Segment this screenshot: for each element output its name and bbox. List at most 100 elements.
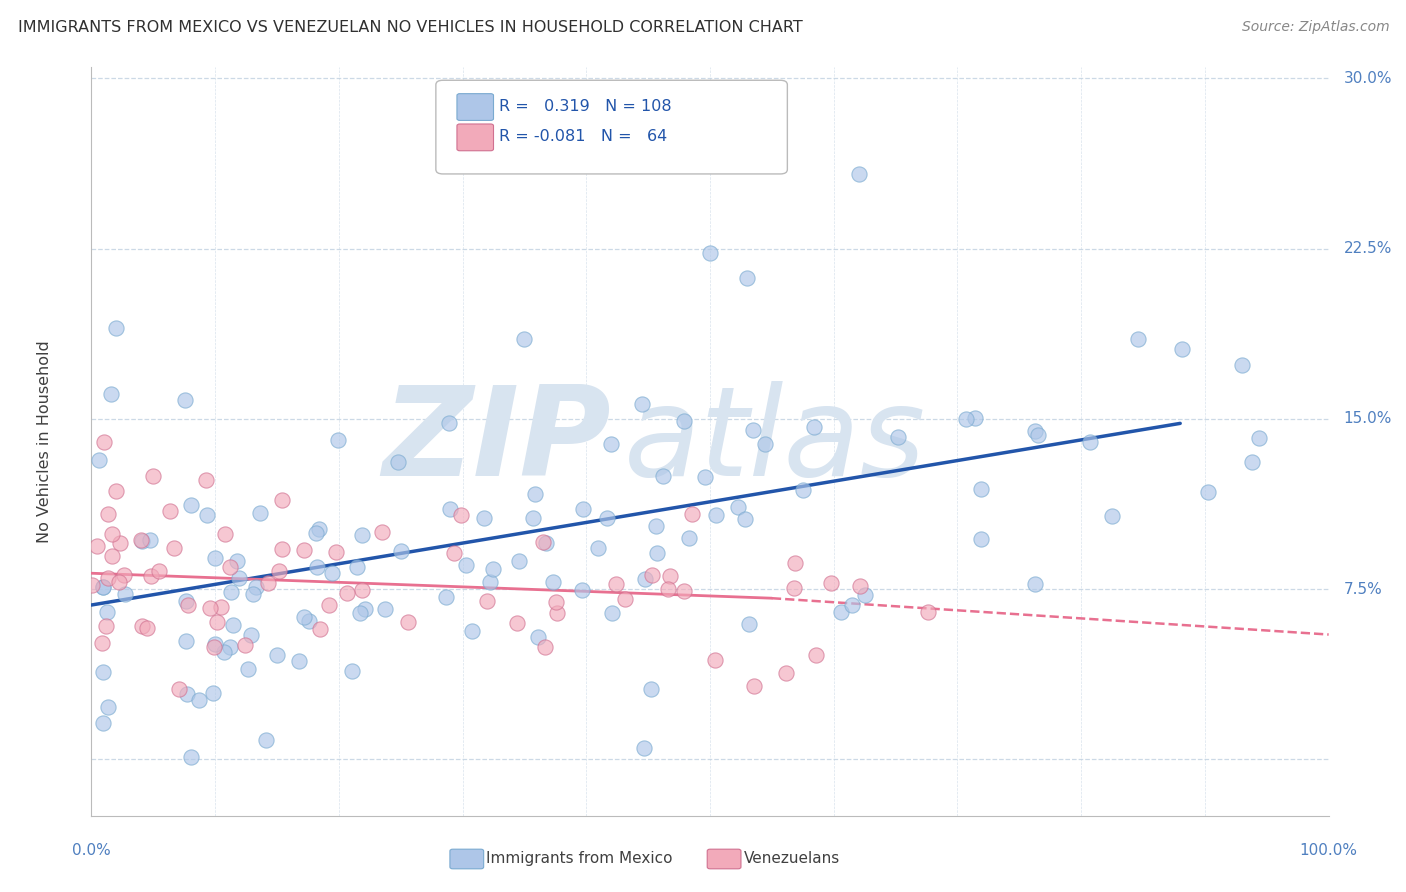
Point — [742, 679, 765, 693]
Point — [204, 551, 226, 566]
Point — [187, 692, 209, 706]
Point — [613, 592, 636, 607]
Point — [180, 498, 202, 512]
Text: Source: ZipAtlas.com: Source: ZipAtlas.com — [1241, 20, 1389, 34]
Point — [735, 271, 758, 285]
Point — [270, 541, 292, 556]
Point — [89, 453, 111, 467]
Point — [249, 506, 271, 520]
Point — [305, 559, 328, 574]
Point — [108, 574, 131, 589]
Point — [100, 387, 122, 401]
Point — [775, 666, 797, 681]
Text: 7.5%: 7.5% — [1344, 582, 1382, 597]
Point — [1247, 431, 1270, 445]
Point — [641, 567, 664, 582]
Point — [527, 631, 550, 645]
Point — [93, 434, 115, 449]
Point — [91, 665, 114, 679]
Point — [1024, 424, 1046, 438]
Point — [110, 536, 132, 550]
Point — [588, 541, 610, 555]
Text: ZIP: ZIP — [382, 381, 612, 502]
Point — [242, 587, 264, 601]
Point — [266, 648, 288, 662]
Point — [105, 321, 128, 335]
Point — [233, 638, 256, 652]
Point — [105, 484, 128, 499]
Point — [965, 411, 987, 425]
Point — [91, 580, 114, 594]
Point — [1024, 577, 1046, 591]
Point — [218, 560, 240, 574]
Point — [97, 507, 120, 521]
Point — [389, 543, 412, 558]
Point — [693, 470, 716, 484]
Text: No Vehicles in Household: No Vehicles in Household — [37, 340, 52, 543]
Point — [148, 564, 170, 578]
Point — [96, 605, 118, 619]
Point — [1128, 332, 1150, 346]
Point — [131, 533, 153, 547]
Point — [288, 654, 311, 668]
Point — [657, 582, 679, 596]
Point — [803, 419, 825, 434]
Point — [855, 588, 877, 602]
Text: 15.0%: 15.0% — [1344, 411, 1392, 426]
Point — [136, 621, 159, 635]
Point — [1240, 455, 1263, 469]
Point — [297, 614, 319, 628]
Point — [245, 580, 267, 594]
Point — [256, 576, 278, 591]
Point — [222, 618, 245, 632]
Point — [631, 396, 654, 410]
Point — [1026, 427, 1049, 442]
Point — [371, 525, 394, 540]
Point — [139, 533, 162, 548]
Point — [450, 508, 472, 522]
Point — [336, 586, 359, 600]
Point — [479, 574, 502, 589]
Point — [180, 750, 202, 764]
Point — [82, 577, 104, 591]
Point — [240, 628, 263, 642]
Point — [437, 416, 460, 430]
Point — [571, 583, 593, 598]
Point — [318, 598, 340, 612]
Point — [254, 733, 277, 747]
Point — [163, 541, 186, 555]
Point — [704, 508, 727, 522]
Point — [481, 561, 503, 575]
Point — [176, 634, 198, 648]
Point — [100, 526, 122, 541]
Point — [970, 482, 993, 496]
Point — [806, 648, 828, 662]
Point — [887, 430, 910, 444]
Point — [783, 582, 806, 596]
Point — [699, 246, 721, 260]
Point — [703, 653, 725, 667]
Point — [292, 609, 315, 624]
Point — [734, 511, 756, 525]
Point — [209, 600, 232, 615]
Point — [513, 332, 536, 346]
Point — [97, 700, 120, 714]
Point — [91, 636, 114, 650]
Point — [387, 455, 409, 469]
Point — [658, 569, 681, 583]
Point — [177, 599, 200, 613]
Text: Venezuelans: Venezuelans — [744, 852, 839, 866]
Point — [267, 564, 290, 578]
Point — [508, 554, 530, 568]
Point — [436, 591, 458, 605]
Point — [475, 594, 498, 608]
Point — [1232, 359, 1254, 373]
Point — [634, 572, 657, 586]
Point — [346, 560, 368, 574]
Point — [644, 519, 666, 533]
Point — [443, 546, 465, 560]
Point — [640, 682, 662, 697]
Point — [1197, 485, 1219, 500]
Point — [326, 433, 349, 447]
Point — [270, 492, 292, 507]
